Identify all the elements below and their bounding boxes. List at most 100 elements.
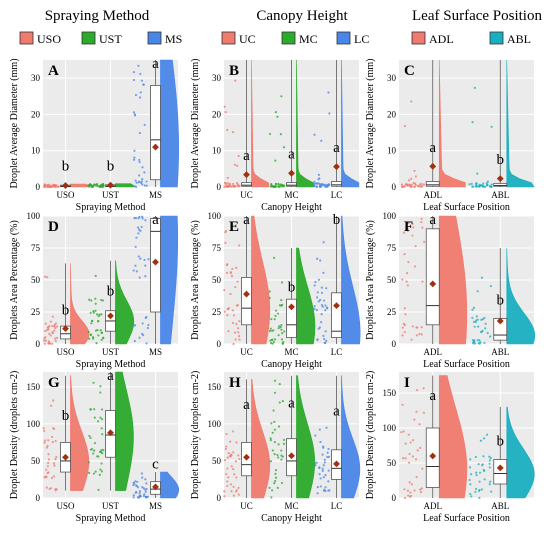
data-point	[92, 310, 95, 313]
legend-swatch	[489, 31, 504, 45]
legend-label: MC	[299, 32, 318, 46]
data-point	[420, 182, 423, 185]
data-point	[227, 185, 230, 188]
data-point	[483, 341, 486, 345]
data-point	[141, 322, 144, 325]
category-LC: b LC	[313, 212, 361, 357]
data-point	[317, 178, 320, 181]
data-point	[272, 340, 275, 344]
data-point	[92, 452, 95, 455]
data-point	[226, 480, 229, 483]
data-point	[226, 176, 229, 180]
y-tick-label: 0	[36, 493, 41, 503]
data-point	[314, 434, 317, 437]
data-point	[418, 423, 421, 426]
data-point	[319, 485, 322, 488]
data-point	[88, 434, 91, 438]
significance-letter: b	[107, 158, 115, 174]
data-point	[277, 182, 280, 186]
data-point	[235, 266, 238, 269]
data-point	[278, 304, 282, 307]
data-point	[100, 313, 103, 316]
data-point	[313, 184, 316, 188]
data-point	[278, 325, 281, 328]
significance-letter: b	[62, 158, 70, 174]
data-point	[315, 185, 319, 189]
data-point	[139, 91, 142, 94]
data-point	[54, 458, 57, 461]
category-UST: b UST	[87, 260, 135, 357]
x-tick-label: UC	[240, 501, 253, 511]
y-tick-label: 150	[383, 388, 397, 398]
category-LC: a LC	[313, 59, 360, 200]
mean-marker	[288, 169, 295, 177]
data-point	[134, 179, 137, 182]
data-point	[87, 184, 90, 187]
data-point	[143, 493, 146, 496]
data-point	[89, 333, 92, 337]
data-point	[486, 331, 489, 335]
data-point	[421, 467, 424, 470]
data-point	[139, 72, 142, 76]
data-point	[53, 337, 57, 340]
data-point	[47, 453, 50, 456]
data-point	[89, 448, 93, 451]
data-point	[318, 466, 321, 470]
data-point	[273, 482, 276, 485]
data-point	[140, 79, 144, 82]
data-point	[420, 326, 423, 329]
data-point	[420, 333, 423, 336]
data-point	[45, 329, 49, 332]
category-ADL: a ADL	[400, 375, 468, 511]
data-point	[318, 182, 321, 185]
x-tick-label: MS	[149, 501, 162, 511]
data-point	[48, 332, 51, 335]
data-point	[490, 183, 493, 186]
data-point	[51, 342, 54, 345]
data-point	[479, 341, 482, 344]
data-point	[89, 311, 92, 314]
data-point	[422, 183, 426, 186]
data-point	[320, 286, 323, 289]
data-point	[323, 458, 326, 461]
legend-item: ADL	[411, 31, 454, 46]
category-UC: a UC	[223, 212, 271, 357]
data-point	[273, 428, 277, 431]
data-point	[47, 340, 50, 343]
data-point	[132, 484, 135, 487]
significance-letter: a	[152, 56, 159, 72]
data-point	[313, 305, 316, 308]
data-point	[273, 420, 276, 423]
data-point	[93, 416, 96, 419]
data-point	[478, 183, 481, 187]
significance-letter: a	[288, 396, 295, 412]
y-tick-label: 75	[31, 243, 41, 253]
data-point	[46, 326, 49, 329]
mean-marker	[496, 175, 504, 183]
data-point	[320, 139, 323, 142]
data-point	[316, 492, 319, 495]
data-point	[49, 320, 52, 323]
data-point	[482, 182, 485, 185]
data-point	[423, 240, 426, 244]
data-point	[238, 338, 241, 341]
panel-C: 0 10 20 30 a ADL b ABL C Leaf Surface Position Dro…	[365, 58, 535, 213]
data-point	[474, 455, 477, 459]
data-point	[270, 338, 274, 341]
data-point	[273, 453, 276, 456]
data-point	[404, 442, 407, 445]
data-point	[99, 416, 102, 419]
data-point	[419, 490, 423, 494]
violin-cloud	[70, 375, 90, 491]
legend-item: MS	[147, 31, 182, 46]
mean-marker	[333, 302, 340, 309]
data-point	[51, 332, 55, 335]
category-UST: a UST	[87, 368, 134, 511]
data-point	[226, 128, 229, 132]
data-point	[45, 486, 48, 489]
data-point	[223, 185, 226, 189]
data-point	[46, 444, 49, 448]
panel-D: 0 25 50 75 100 b USO b UST a MS D Spraying Method Dro…	[9, 211, 179, 370]
y-tick-label: 30	[212, 73, 222, 83]
